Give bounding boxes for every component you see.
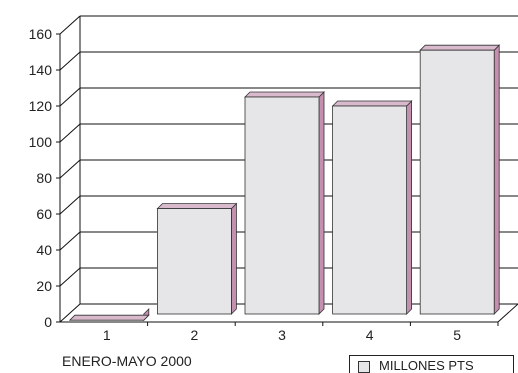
legend: MILLONES PTS: [349, 355, 514, 373]
y-tick-label: 140: [29, 62, 53, 78]
x-tick-label: 2: [191, 327, 199, 343]
y-tick-label: 100: [29, 134, 53, 150]
bar: [331, 100, 413, 315]
bar-side: [230, 202, 237, 315]
y-tick-label: 60: [36, 206, 52, 222]
floor-right-edge: [497, 303, 518, 323]
x-tick-label: 1: [103, 327, 111, 343]
bar-front: [419, 49, 495, 315]
x-axis-tick-labels: 1 2 3 4 5: [103, 327, 461, 343]
y-tick-label: 20: [36, 278, 52, 294]
bar-top: [331, 100, 413, 107]
x-axis-caption: ENERO-MAYO 2000: [62, 353, 192, 369]
gridline-side: [59, 195, 81, 215]
legend-label: MILLONES PTS: [379, 358, 474, 373]
y-tick-label: 40: [36, 242, 52, 258]
y-tick-label: 80: [36, 170, 52, 186]
y-tick-label: 160: [29, 26, 53, 42]
gridline-side: [59, 303, 81, 323]
bars: [68, 44, 501, 322]
bar: [244, 91, 325, 315]
gridline-side: [59, 231, 81, 251]
gridline-side: [59, 159, 81, 179]
y-axis-tick-labels: 0 20 40 60 80 100 120 140 160: [29, 26, 53, 330]
bar-side: [493, 44, 500, 315]
gridline-side: [59, 51, 81, 71]
bar-top: [419, 44, 501, 51]
bar-top: [156, 203, 238, 210]
x-tick-label: 5: [453, 327, 461, 343]
bar: [419, 44, 501, 315]
bar-top: [68, 314, 150, 321]
x-tick-label: 4: [366, 327, 374, 343]
gridline-side: [59, 267, 81, 287]
bar: [68, 308, 150, 322]
bar-side: [318, 91, 325, 315]
bar-front: [332, 105, 408, 315]
bar: [156, 202, 238, 315]
bar-side: [406, 100, 413, 315]
bar-front: [244, 96, 320, 315]
y-tick-label: 0: [44, 314, 52, 330]
y-tick-label: 120: [29, 98, 53, 114]
bar-top: [244, 91, 325, 98]
legend-swatch: [358, 361, 370, 373]
x-tick-label: 3: [278, 327, 286, 343]
gridline-side: [59, 15, 81, 35]
bar-front: [156, 208, 232, 315]
gridline-side: [59, 123, 81, 143]
gridline-side: [59, 87, 81, 107]
